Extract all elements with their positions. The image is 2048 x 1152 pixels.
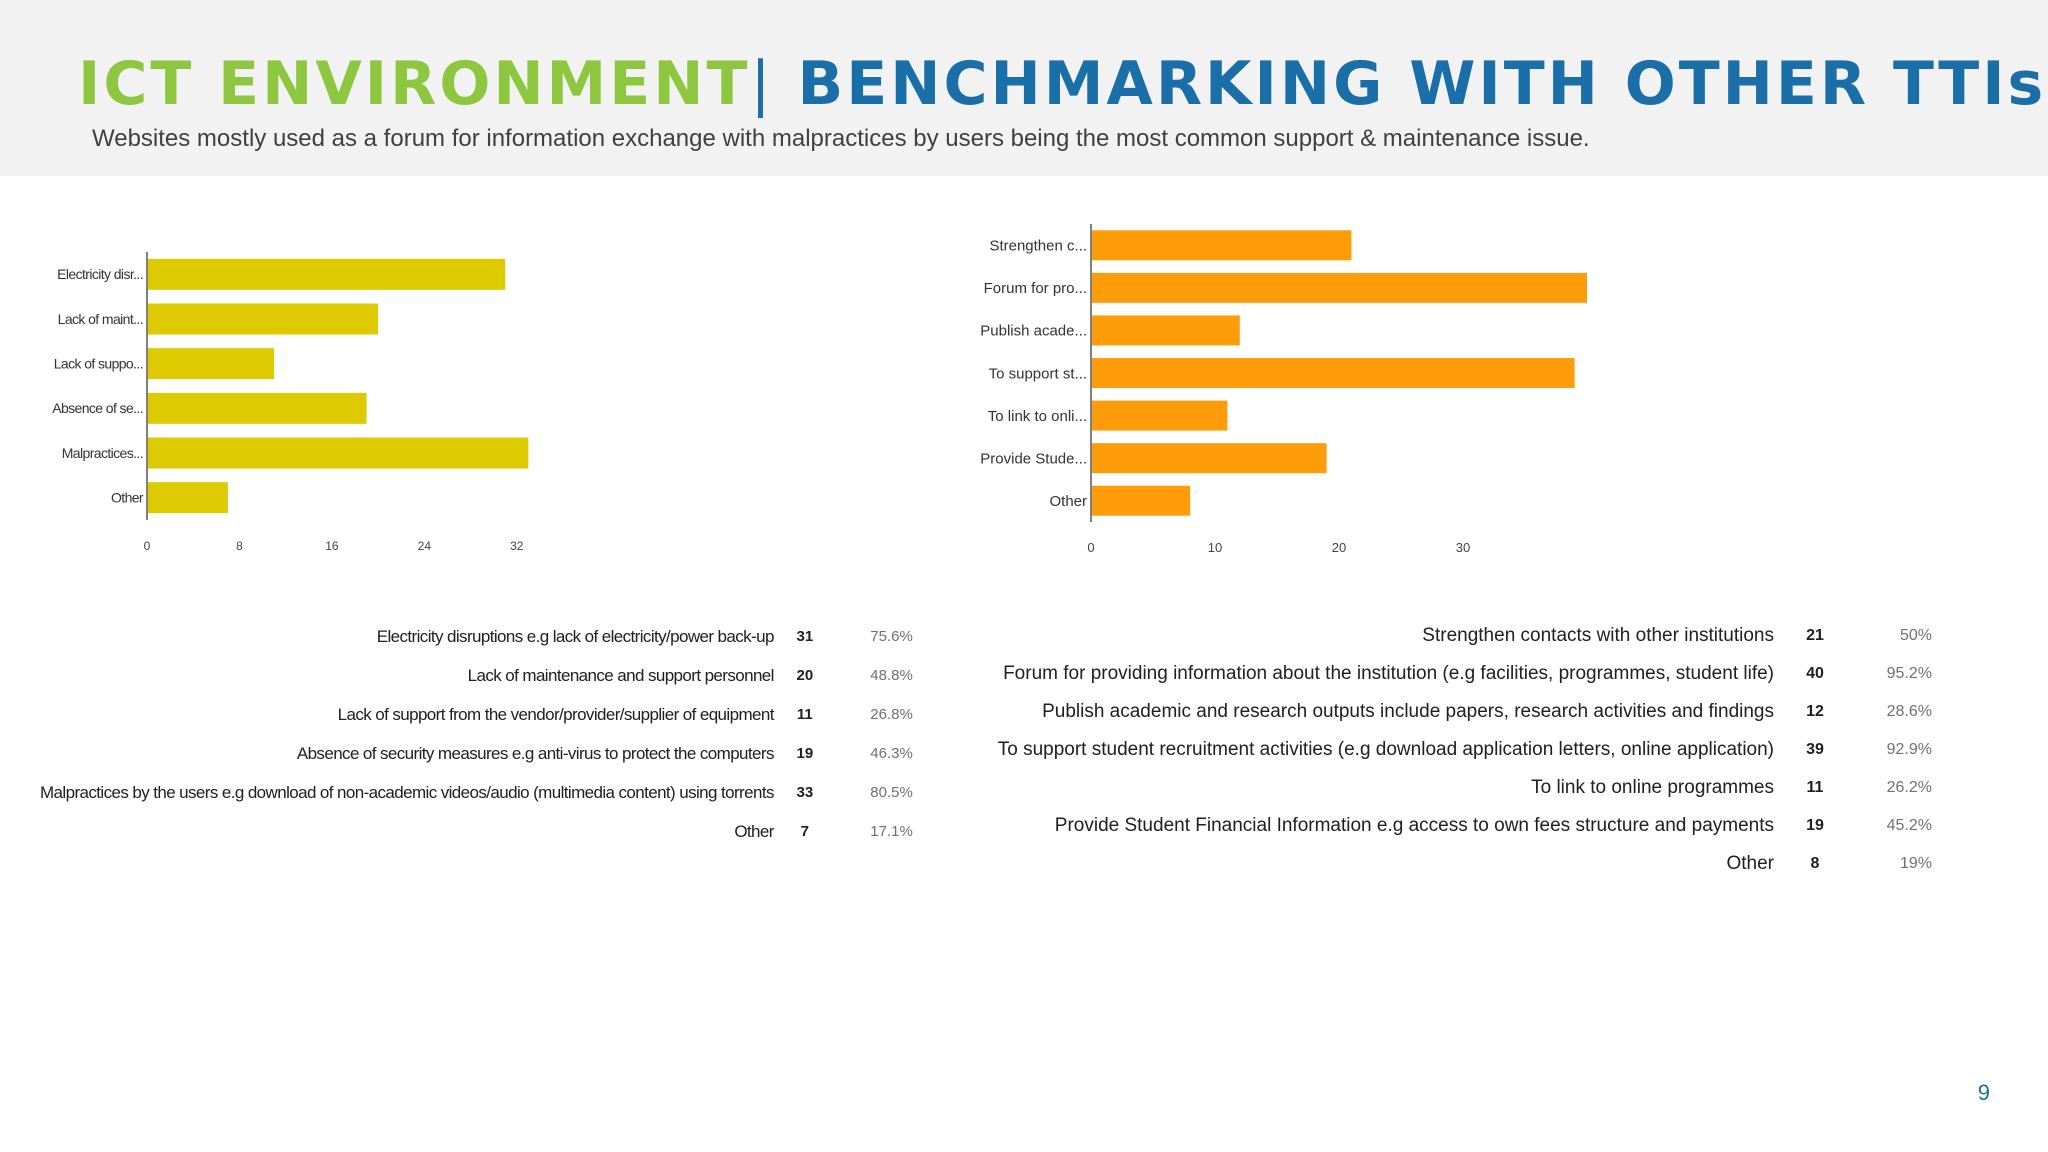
row-percent: 80.5% <box>870 784 913 801</box>
bar-1 <box>148 303 379 335</box>
row-percent: 48.8% <box>870 667 913 684</box>
bar-5 <box>1092 443 1327 474</box>
category-label-5: Provide Stude... <box>980 450 1087 467</box>
table-row: Lack of support from the vendor/provider… <box>40 695 913 734</box>
row-percent: 26.2% <box>1886 779 1932 796</box>
row-label: Provide Student Financial Information e.… <box>1054 815 1774 836</box>
row-count: 33 <box>796 784 814 801</box>
row-label: Absence of security measures e.g anti-vi… <box>296 743 775 763</box>
table-row: To link to online programmes 11 26.2% <box>960 769 1932 807</box>
title-separator: | <box>750 49 774 119</box>
row-label: Electricity disruptions e.g lack of elec… <box>376 626 775 646</box>
row-count: 31 <box>796 628 814 645</box>
row-label: Lack of maintenance and support personne… <box>467 665 775 685</box>
row-percent: 19% <box>1899 855 1932 872</box>
category-label-1: Forum for pro... <box>984 280 1087 297</box>
table-row: Forum for providing information about th… <box>960 655 1932 693</box>
title-part2: BENCHMARKING WITH OTHER TTIs <box>797 49 2047 119</box>
page-subtitle: Websites mostly used as a forum for info… <box>92 125 1590 152</box>
support-issues-table: Electricity disruptions e.g lack of elec… <box>40 617 913 851</box>
category-label-2: Lack of suppo... <box>54 356 143 372</box>
x-tick-label-0: 0 <box>1087 540 1094 554</box>
bar-5 <box>148 482 228 514</box>
table-row: Absence of security measures e.g anti-vi… <box>40 734 913 773</box>
row-count: 12 <box>1806 703 1824 720</box>
row-label: Strengthen contacts with other instituti… <box>1422 625 1774 646</box>
x-tick-label-1: 10 <box>1208 540 1222 554</box>
x-tick-label-2: 16 <box>325 539 339 553</box>
row-percent: 26.8% <box>870 706 913 723</box>
row-count: 8 <box>1810 855 1820 872</box>
x-tick-label-2: 20 <box>1332 540 1346 554</box>
row-percent: 75.6% <box>870 628 913 645</box>
row-count: 20 <box>796 667 814 684</box>
row-label: To support student recruitment activitie… <box>997 739 1774 760</box>
row-count: 19 <box>796 745 814 762</box>
row-label: Lack of support from the vendor/provider… <box>337 704 775 724</box>
row-label: Publish academic and research outputs in… <box>1042 701 1774 722</box>
row-percent: 92.9% <box>1886 741 1932 758</box>
table-row: To support student recruitment activitie… <box>960 731 1932 769</box>
row-percent: 28.6% <box>1886 703 1932 720</box>
table-row: Lack of maintenance and support personne… <box>40 656 913 695</box>
row-percent: 45.2% <box>1886 817 1932 834</box>
row-percent: 17.1% <box>870 823 913 840</box>
website-uses-bar-chart: Strengthen c... Forum for pro... Publish a… <box>980 224 1587 554</box>
row-count: 11 <box>1806 779 1824 796</box>
page-title: ICT ENVIRONMENT| BENCHMARKING WITH OTHER… <box>78 48 2046 120</box>
row-percent: 50% <box>1899 627 1932 644</box>
table-row: Malpractices by the users e.g download o… <box>40 773 913 812</box>
row-count: 21 <box>1806 627 1824 644</box>
row-count: 40 <box>1806 665 1824 682</box>
bar-4 <box>1092 400 1228 431</box>
x-tick-label-0: 0 <box>144 539 151 553</box>
page-number: 9 <box>1977 1080 1990 1105</box>
table-row: Other 7 17.1% <box>40 812 913 851</box>
support-issues-bar-chart: Electricity disr... Lack of maint... Lack … <box>52 252 529 553</box>
row-percent: 46.3% <box>870 745 913 762</box>
category-label-3: To support st... <box>989 365 1087 382</box>
bar-6 <box>1092 485 1191 516</box>
row-label: To link to online programmes <box>1531 777 1774 798</box>
bar-0 <box>1092 230 1352 261</box>
category-label-5: Other <box>111 490 144 506</box>
row-label: Other <box>1726 853 1774 874</box>
row-label: Forum for providing information about th… <box>1003 663 1774 684</box>
row-count: 11 <box>796 706 813 723</box>
category-label-2: Publish acade... <box>980 323 1087 340</box>
category-label-0: Electricity disr... <box>57 266 143 282</box>
title-part1: ICT ENVIRONMENT <box>78 49 751 119</box>
row-percent: 95.2% <box>1886 665 1932 682</box>
bar-0 <box>148 258 506 290</box>
bar-3 <box>1092 358 1575 388</box>
table-row: Electricity disruptions e.g lack of elec… <box>40 617 913 656</box>
table-row: Provide Student Financial Information e.… <box>960 807 1932 845</box>
x-tick-label-4: 32 <box>510 539 524 553</box>
bar-1 <box>1092 272 1587 303</box>
bar-4 <box>148 437 529 469</box>
table-row: Other 8 19% <box>960 845 1932 883</box>
category-label-3: Absence of se... <box>52 400 143 416</box>
website-uses-table: Strengthen contacts with other instituti… <box>960 617 1932 883</box>
category-label-1: Lack of maint... <box>58 311 143 327</box>
category-label-4: To link to onli... <box>988 408 1087 425</box>
bar-2 <box>148 348 275 380</box>
bar-3 <box>148 392 367 424</box>
x-tick-label-1: 8 <box>236 539 243 553</box>
category-label-0: Strengthen c... <box>989 238 1087 255</box>
x-tick-label-3: 24 <box>418 539 432 553</box>
table-row: Strengthen contacts with other instituti… <box>960 617 1932 655</box>
category-label-6: Other <box>1049 493 1087 510</box>
x-tick-label-3: 30 <box>1456 540 1470 554</box>
category-label-4: Malpractices... <box>62 445 143 461</box>
bar-2 <box>1092 315 1240 346</box>
row-count: 39 <box>1806 741 1824 758</box>
row-count: 19 <box>1806 817 1824 834</box>
header-band: ICT ENVIRONMENT| BENCHMARKING WITH OTHER… <box>0 0 2048 176</box>
row-count: 7 <box>800 823 810 840</box>
row-label: Malpractices by the users e.g download o… <box>40 782 774 802</box>
table-row: Publish academic and research outputs in… <box>960 693 1932 731</box>
row-label: Other <box>734 821 774 841</box>
